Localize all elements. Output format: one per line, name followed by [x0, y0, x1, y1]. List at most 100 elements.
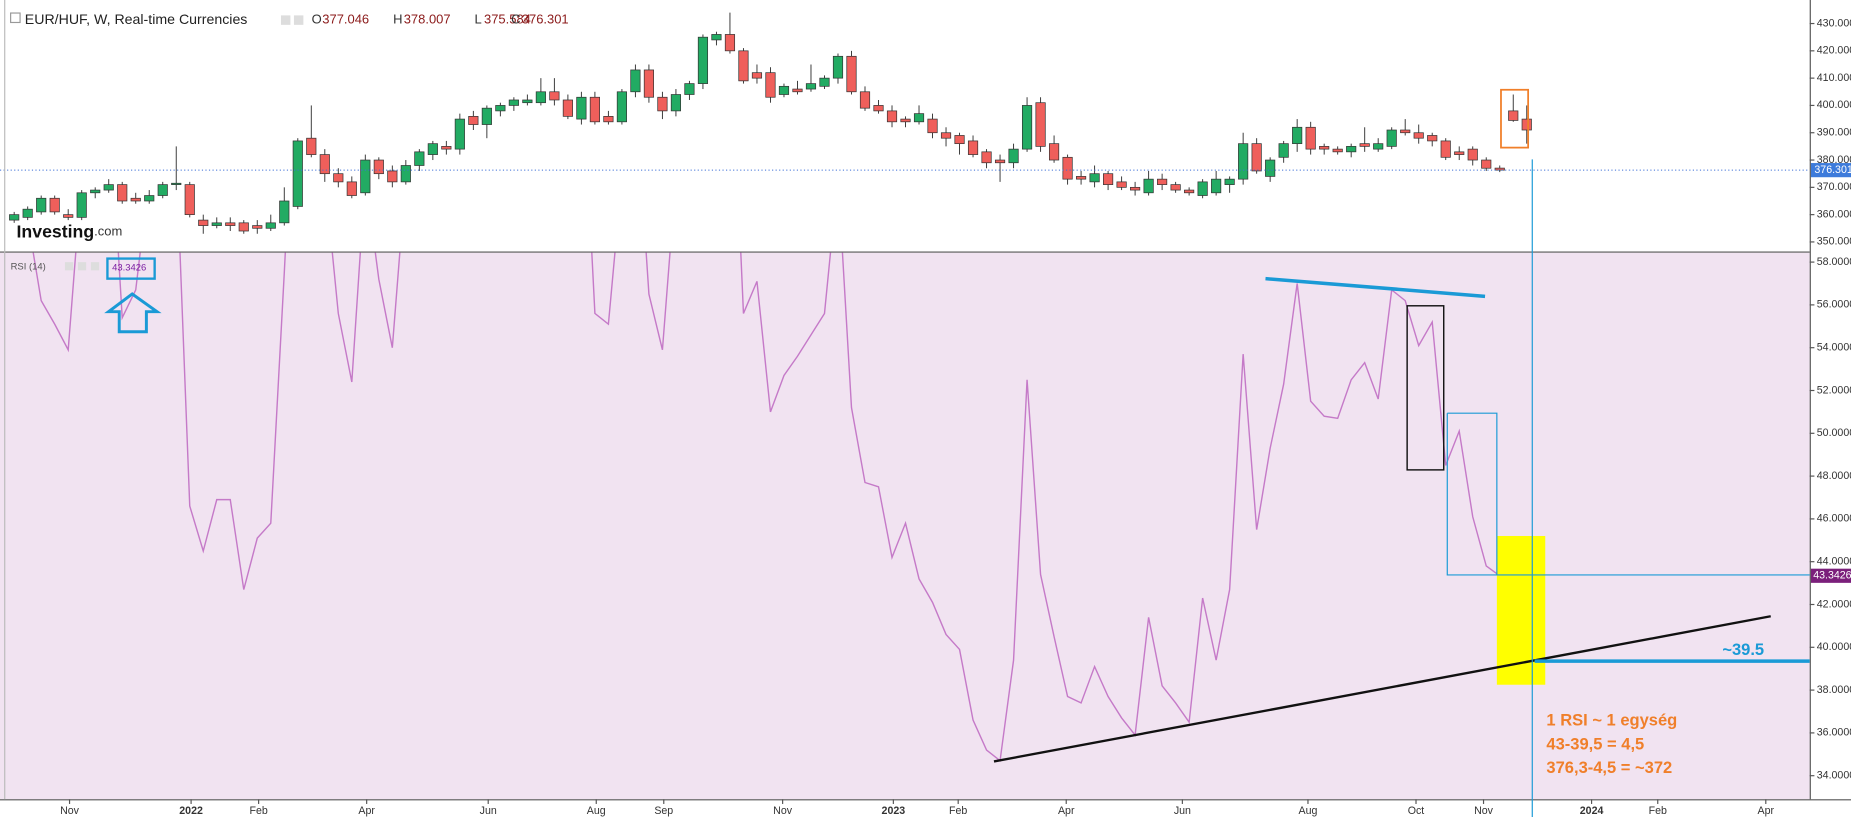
- x-tick-label: Nov: [1474, 805, 1494, 817]
- candle-body: [940, 132, 952, 139]
- candle-body: [1305, 126, 1316, 150]
- resistance-line: [1265, 276, 1486, 299]
- candle-body: [414, 151, 425, 166]
- candle-body: [981, 151, 992, 164]
- candle-body: [562, 99, 573, 117]
- candle-body: [954, 135, 965, 145]
- icon[interactable]: [64, 262, 74, 271]
- candle-body: [1224, 178, 1235, 185]
- y-tick-label: 360.000: [1817, 208, 1851, 220]
- icon[interactable]: [77, 262, 87, 271]
- candle-body: [1413, 132, 1424, 139]
- rsi-tick-label: 42.0000: [1817, 598, 1851, 610]
- rsi-tick-label: 40.0000: [1817, 641, 1851, 653]
- candle-body: [1143, 178, 1154, 194]
- candle-body: [265, 222, 276, 229]
- candle-body: [630, 69, 641, 93]
- candle-body: [360, 159, 371, 194]
- candle-body: [1278, 143, 1289, 158]
- candle-body: [535, 91, 546, 104]
- rsi-value: 43.3426: [112, 263, 146, 274]
- candle-body: [967, 140, 979, 155]
- x-tick-label: Nov: [773, 805, 793, 817]
- candle-body: [1008, 148, 1019, 164]
- candle-body: [9, 214, 20, 221]
- candle-body: [333, 173, 344, 183]
- candle-body: [1076, 176, 1087, 180]
- y-tick-label: 380.000: [1817, 154, 1851, 166]
- candle-body: [657, 96, 668, 112]
- candle-body: [373, 159, 384, 175]
- candle-body: [1021, 105, 1033, 150]
- candle-body: [495, 105, 506, 112]
- candle-body: [171, 182, 182, 185]
- candle-body: [1238, 143, 1249, 180]
- x-tick-label: Aug: [587, 805, 606, 817]
- collapse-icon[interactable]: [10, 12, 21, 24]
- rsi-tag: [1810, 568, 1851, 583]
- x-tick-label: Apr: [1758, 805, 1775, 817]
- icon[interactable]: [90, 262, 100, 271]
- candle-body: [1494, 167, 1505, 171]
- rsi-tick-label: 44.0000: [1817, 556, 1851, 568]
- logo-suffix: .com: [94, 224, 122, 239]
- candle-body: [184, 184, 195, 215]
- candle-body: [886, 110, 898, 123]
- candle-body: [1170, 184, 1181, 191]
- candle-body: [130, 197, 141, 202]
- candle-body: [1089, 173, 1100, 183]
- x-tick-label: Apr: [358, 805, 375, 817]
- candle-body: [805, 83, 817, 90]
- ohlc-key: L: [475, 12, 482, 27]
- axes: 350.000 360.000 370.000 380.000 390.000 400.0…: [60, 17, 1851, 817]
- candle-body: [1373, 143, 1384, 150]
- price-tag-label: 376.301: [1814, 164, 1851, 176]
- y-tick-label: 370.000: [1817, 181, 1851, 193]
- icon[interactable]: [293, 15, 304, 25]
- candle-body: [198, 219, 209, 226]
- candle-body: [792, 88, 803, 93]
- candle-body: [117, 184, 128, 202]
- candle-body: [211, 222, 222, 226]
- highlight-box: [106, 257, 156, 280]
- candle-body: [670, 94, 682, 112]
- candle-body: [1130, 186, 1141, 191]
- note: 376,3-4,5 = ~372: [1546, 758, 1672, 777]
- y-tick-label: 410.000: [1817, 72, 1851, 84]
- candle-body: [279, 200, 290, 224]
- candle-body: [1116, 181, 1127, 188]
- ohlc-value: 376.301: [522, 12, 569, 27]
- candle-body: [522, 99, 533, 104]
- icon[interactable]: [280, 15, 291, 25]
- candle-body: [441, 146, 452, 150]
- candle-body: [1521, 118, 1532, 131]
- candle-body: [913, 113, 925, 123]
- arrow-up: [104, 292, 162, 334]
- ohlc-key: H: [393, 12, 402, 27]
- candle-body: [1251, 143, 1262, 172]
- y-tick-label: 420.000: [1817, 45, 1851, 57]
- candle-body: [873, 105, 884, 112]
- candle-body: [1508, 110, 1519, 121]
- candle-body: [238, 222, 249, 232]
- y-tick-label: 390.000: [1817, 127, 1851, 139]
- rsi-tick-label: 38.0000: [1817, 684, 1851, 696]
- x-tick-label: Jun: [480, 805, 497, 817]
- candle-body: [387, 170, 398, 183]
- candle-body: [1346, 146, 1357, 153]
- y-tick-label: 350.000: [1817, 236, 1851, 248]
- candle-body: [1427, 135, 1438, 142]
- candle-body: [157, 184, 168, 196]
- candle-body: [1359, 143, 1370, 147]
- x-tick-label: 2023: [882, 805, 906, 817]
- ohlc-value: 378.007: [404, 12, 451, 27]
- candle-body: [508, 99, 519, 106]
- box: [1406, 305, 1445, 471]
- rsi-line: [32, 252, 1501, 763]
- candle-body: [1467, 148, 1478, 161]
- price-tag: [1810, 163, 1851, 178]
- candle-body: [1197, 181, 1208, 196]
- candle-body: [90, 189, 101, 194]
- candle-body: [468, 116, 479, 125]
